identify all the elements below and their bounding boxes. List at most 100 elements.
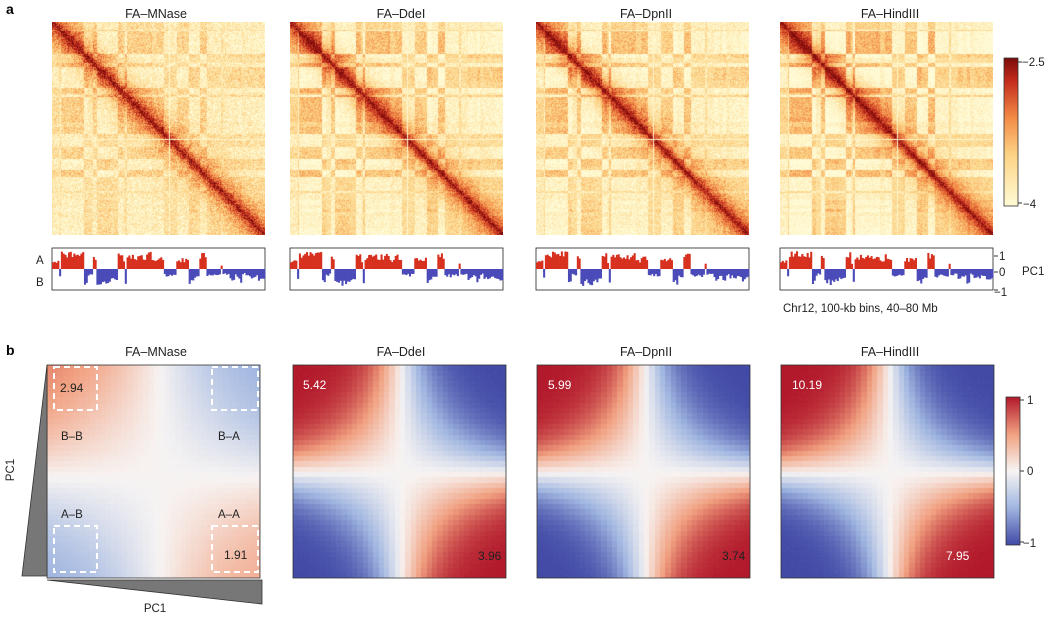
- track-b-label: B: [36, 277, 44, 289]
- pc1-track-bar: [389, 260, 392, 269]
- saddle-plot-group: [46, 364, 995, 579]
- pc1-track-bar: [665, 261, 668, 269]
- saddle-frame-2: [536, 364, 751, 579]
- pc1-track-bar: [852, 269, 855, 282]
- pc1-track-bar: [642, 256, 645, 269]
- pc1-track-bar: [78, 255, 81, 269]
- pc1-track-bar: [300, 257, 303, 269]
- pc1-track-bar: [953, 269, 957, 274]
- pc1-track-bar: [580, 269, 583, 284]
- contact-map-group: [52, 22, 993, 235]
- contact-colorbar: [1003, 57, 1019, 207]
- pc1-track-bar: [190, 269, 193, 281]
- panel-b-title-mnase: FA–MNase: [125, 345, 187, 359]
- corner-box-aa: [211, 525, 259, 573]
- pc1-track-bar: [591, 269, 594, 286]
- pc1-track-bar: [57, 260, 60, 269]
- pc1-track-group: [51, 247, 994, 291]
- pc1-track-bar: [799, 256, 802, 269]
- pc1-track-bar: [137, 256, 140, 269]
- pc1-track-bar: [96, 269, 99, 285]
- pc1-track-bar: [430, 269, 433, 280]
- pc1-track-bar: [697, 269, 700, 275]
- pc1-track-bar: [674, 269, 677, 281]
- pc1-track-bar: [851, 263, 854, 269]
- pc1-track-bar: [929, 258, 932, 269]
- pc1-track-bar: [405, 269, 408, 276]
- pc1-track-bar: [801, 254, 804, 269]
- pc1-track-bar: [740, 269, 743, 278]
- saddle-frame-3: [780, 364, 995, 579]
- pc1-track-bar: [693, 269, 697, 277]
- pc1-track-bar: [559, 255, 562, 269]
- pc1-track-bar: [780, 262, 783, 269]
- pc1-track-bar: [69, 251, 72, 269]
- pc1-track-bar: [469, 269, 472, 279]
- pc1-track-bar: [83, 269, 87, 285]
- pc1-track-bar: [633, 253, 636, 269]
- pc1-track-bar: [217, 269, 220, 275]
- pc1-track-bar: [128, 255, 131, 269]
- panel-a-title-hindiii: FA–HindIII: [861, 7, 919, 21]
- pc1-track-bar: [859, 254, 862, 269]
- pc1-track-bar: [608, 269, 611, 283]
- pc1-track-bar: [709, 269, 713, 274]
- pc1-track-bar: [336, 269, 339, 282]
- pc1-track-bar: [245, 269, 248, 276]
- pc1-track-bar: [966, 269, 969, 284]
- pc1-track-bar: [149, 251, 152, 269]
- pc1-track-bar: [961, 269, 964, 277]
- pc1-track-bar: [192, 269, 195, 281]
- pc1-track-bar: [592, 269, 595, 282]
- pc1-track-bar: [378, 259, 381, 269]
- pc1-track-bar: [412, 269, 415, 274]
- pc1-track-bar: [695, 269, 698, 276]
- saddle-hindiii-top-left-value: 10.19: [792, 378, 822, 392]
- pc1-track-bar: [311, 253, 314, 269]
- pc1-track-bar: [361, 262, 364, 269]
- pc1-track-bar: [794, 253, 797, 269]
- pc1-track-bar: [387, 256, 390, 269]
- pc1-track-bar: [553, 252, 556, 269]
- pc1-track-bar: [923, 269, 926, 278]
- pc1-track-bar: [804, 256, 807, 269]
- pc1-track-bar: [208, 269, 211, 275]
- pc1-track-bar: [170, 269, 173, 276]
- pc1-track-bar: [904, 261, 907, 269]
- pc1-track-bar: [455, 269, 458, 275]
- pc1-track-bar: [490, 269, 493, 277]
- pc1-track-bar: [932, 255, 935, 269]
- pc1-track-bar: [731, 269, 734, 276]
- pc1-track-bar: [934, 269, 937, 277]
- pc1-track-bar: [314, 253, 317, 269]
- pc1-track-bar: [410, 269, 413, 274]
- pc1-track-bar: [708, 269, 711, 274]
- saddle-dpnii-top-left-value: 5.99: [548, 378, 572, 392]
- pc1-track-bar: [60, 251, 63, 269]
- pc1-track-bar: [898, 269, 901, 275]
- pc1-track-bar: [126, 257, 129, 269]
- pc1-track-bar: [962, 269, 965, 277]
- pc1-track-bar: [745, 269, 748, 278]
- pc1-track-bar: [679, 269, 682, 278]
- pc1-track-bar: [133, 259, 136, 269]
- pc1-track-bar: [254, 269, 257, 277]
- pc1-track-bar: [364, 259, 367, 269]
- pc1-track-bar: [368, 255, 371, 269]
- pc1-track-bar: [165, 269, 168, 277]
- pc1-track-bar: [202, 253, 205, 269]
- pc1-track-bar: [607, 263, 610, 269]
- pc1-track-bar: [169, 269, 172, 275]
- saddle-colorbar-max-label: 1: [1027, 395, 1033, 407]
- pc1-track-bar: [325, 269, 328, 275]
- pc1-track-bar: [605, 253, 608, 269]
- pc1-track-bar: [843, 269, 846, 278]
- pc1-track-bar: [973, 269, 976, 278]
- pc1-track-bar: [391, 262, 394, 269]
- pc1-track-bar: [797, 256, 800, 269]
- pc1-track-bar: [481, 269, 484, 274]
- pc1-track-bar: [421, 261, 424, 269]
- pc1-track-bar: [241, 269, 244, 275]
- pc1-track-bar: [442, 258, 445, 269]
- pc1-track-bar: [985, 269, 988, 280]
